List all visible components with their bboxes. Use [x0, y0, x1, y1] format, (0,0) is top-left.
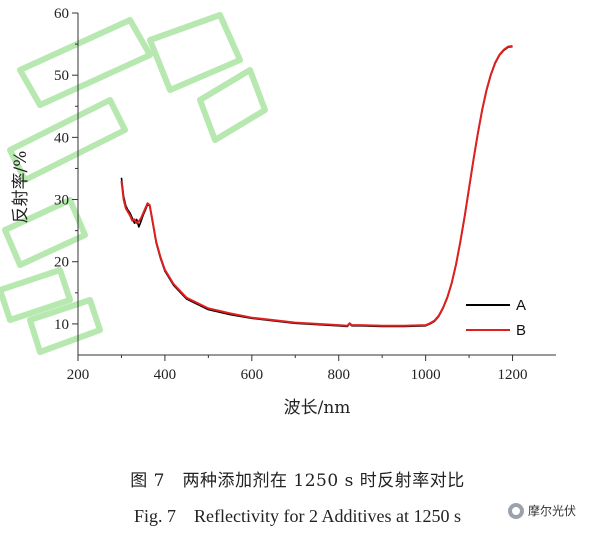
- y-tick-label-20: 20: [54, 255, 69, 271]
- y-tick-label-50: 50: [54, 68, 69, 84]
- series-line-b: [120, 44, 513, 327]
- figure-caption-chinese: 图 7 两种添加剂在 1250 s 时反射率对比: [130, 471, 465, 491]
- x-tick-label-1000: 1000: [411, 367, 441, 383]
- x-tick-label-200: 200: [67, 367, 90, 383]
- watermark-badge: 摩尔光伏: [504, 501, 579, 520]
- legend-label-a: A: [516, 297, 526, 314]
- legend-label-b: B: [516, 322, 526, 339]
- x-axis-label: 波长/nm: [284, 398, 351, 418]
- axes: [77, 13, 556, 356]
- watermark-stroke-2: [2, 197, 88, 268]
- watermark-stroke-5: [0, 267, 73, 323]
- y-tick-label-60: 60: [54, 6, 69, 22]
- series-lines: [120, 44, 513, 328]
- watermark-graphic: [0, 12, 268, 355]
- tick-labels: 200 400 600 800 1000 1200 10 20 30 40 50 60: [54, 6, 528, 383]
- x-tick-label-800: 800: [327, 367, 350, 383]
- watermark-stroke-3: [147, 12, 243, 93]
- x-tick-label-600: 600: [241, 367, 264, 383]
- tick-marks: [72, 12, 514, 361]
- y-tick-label-10: 10: [54, 317, 69, 333]
- watermark-stroke-6: [27, 297, 103, 355]
- y-tick-label-40: 40: [54, 130, 69, 146]
- figure-caption-english: Fig. 7 Reflectivity for 2 Additives at 1…: [134, 506, 461, 526]
- wechat-icon: [507, 502, 524, 519]
- y-axis-label: 反射率/%: [11, 151, 31, 224]
- legend: AB: [466, 297, 526, 339]
- y-tick-label-30: 30: [54, 193, 69, 209]
- x-tick-label-1200: 1200: [498, 367, 528, 383]
- watermark-text: 摩尔光伏: [527, 504, 576, 518]
- watermark-stroke-0: [17, 17, 153, 108]
- x-tick-label-400: 400: [154, 367, 177, 383]
- watermark-stroke-4: [197, 67, 268, 143]
- watermark-stroke-1: [7, 97, 128, 183]
